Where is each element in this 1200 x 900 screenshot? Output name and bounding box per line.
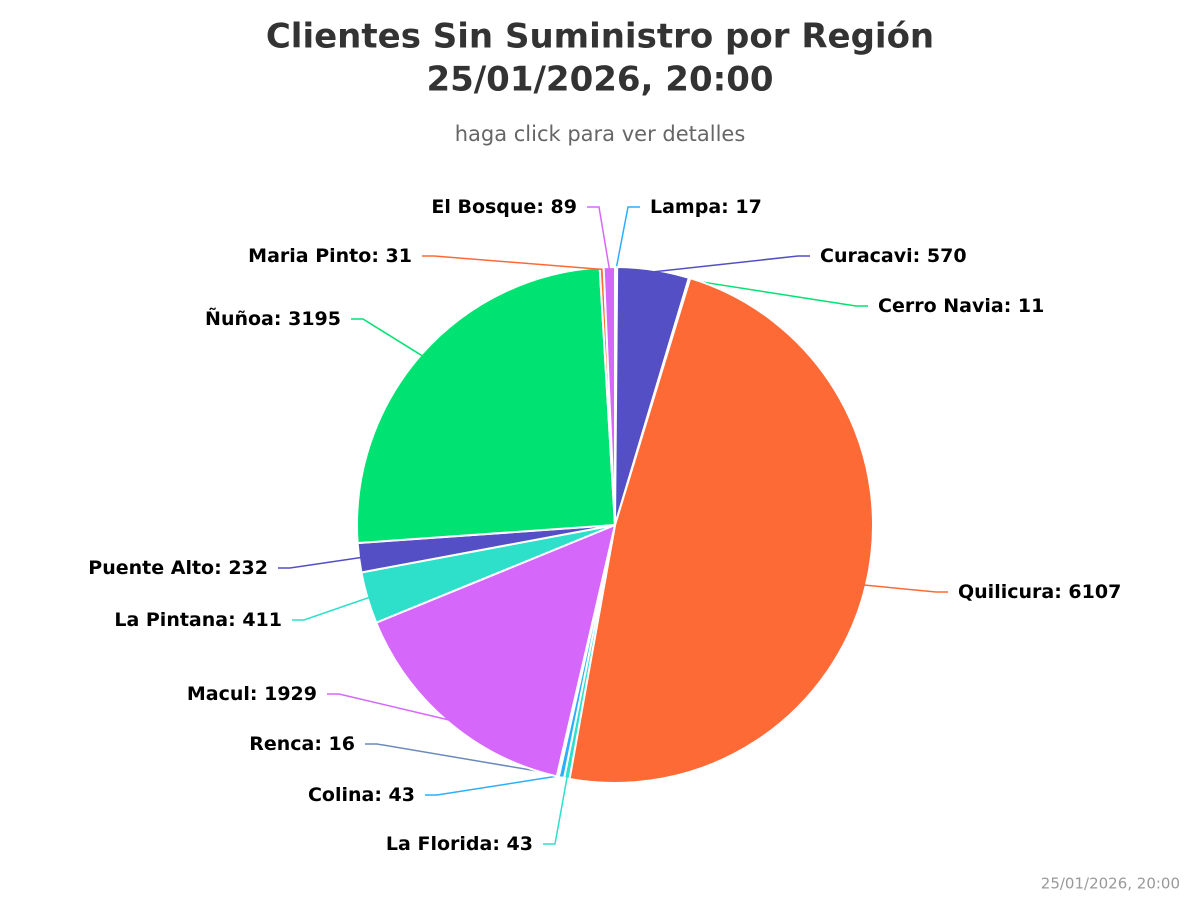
separator: : <box>1004 295 1018 317</box>
connector <box>653 255 810 273</box>
value-label: 16 <box>329 733 355 755</box>
connector <box>587 206 611 270</box>
value-label: 31 <box>386 245 412 267</box>
connector <box>425 774 562 796</box>
data-label: Renca: 16 <box>249 733 355 755</box>
value-label: 232 <box>228 557 268 579</box>
value-label: 43 <box>389 784 415 806</box>
value-label: 17 <box>735 196 761 218</box>
separator: : <box>314 733 328 755</box>
category-name: Ñuñoa <box>205 306 274 330</box>
separator: : <box>492 833 506 855</box>
category-name: Cerro Navia <box>878 295 1004 317</box>
category-name: Lampa <box>650 196 721 218</box>
separator: : <box>1054 581 1068 603</box>
category-name: Puente Alto <box>88 557 214 579</box>
category-name: La Pintana <box>114 609 228 631</box>
separator: : <box>274 308 288 330</box>
value-label: 43 <box>507 833 533 855</box>
value-label: 411 <box>242 609 282 631</box>
connector <box>863 584 948 593</box>
value-label: 89 <box>551 196 577 218</box>
data-label: Ñuñoa: 3195 <box>205 306 341 330</box>
category-name: Curacavi <box>820 245 913 267</box>
data-label: Lampa: 17 <box>650 196 762 218</box>
connector <box>351 318 424 357</box>
pie-slice <box>374 523 617 778</box>
separator: : <box>913 245 927 267</box>
category-name: Renca <box>249 733 314 755</box>
data-label: La Pintana: 411 <box>114 609 282 631</box>
separator: : <box>536 196 550 218</box>
data-label: Puente Alto: 232 <box>88 557 268 579</box>
data-label: La Florida: 43 <box>386 833 533 855</box>
data-label: El Bosque: 89 <box>431 196 577 218</box>
category-name: Macul <box>187 683 250 705</box>
category-name: El Bosque <box>431 196 536 218</box>
connector <box>278 556 362 569</box>
credits: 25/01/2026, 20:00 <box>1041 875 1180 893</box>
value-label: 6107 <box>1068 581 1121 603</box>
separator: : <box>228 609 242 631</box>
category-name: Colina <box>308 784 374 806</box>
connector <box>292 596 370 621</box>
connector <box>688 279 868 307</box>
category-name: La Florida <box>386 833 492 855</box>
data-label: Curacavi: 570 <box>820 245 967 267</box>
separator: : <box>721 196 735 218</box>
connector <box>327 693 450 721</box>
connector <box>422 255 602 271</box>
category-name: Maria Pinto <box>248 245 371 267</box>
connector <box>615 206 640 270</box>
data-label: Cerro Navia: 11 <box>878 295 1044 317</box>
connector <box>543 776 568 845</box>
value-label: 3195 <box>288 308 341 330</box>
separator: : <box>371 245 385 267</box>
connector <box>365 743 559 776</box>
separator: : <box>250 683 264 705</box>
value-label: 570 <box>927 245 967 267</box>
data-label: Maria Pinto: 31 <box>248 245 412 267</box>
data-label: Macul: 1929 <box>187 683 317 705</box>
chart-title: 25/01/2026, 20:00 <box>426 60 773 100</box>
category-name: Quilicura <box>958 581 1054 603</box>
pie-slice <box>356 266 617 545</box>
separator: : <box>374 784 388 806</box>
separator: : <box>214 557 228 579</box>
value-label: 1929 <box>264 683 317 705</box>
data-label: Quilicura: 6107 <box>958 581 1121 603</box>
chart-title: Clientes Sin Suministro por Región <box>266 17 934 57</box>
chart-subtitle: haga click para ver detalles <box>455 122 746 146</box>
data-label: Colina: 43 <box>308 784 415 806</box>
value-label: 11 <box>1018 295 1044 317</box>
